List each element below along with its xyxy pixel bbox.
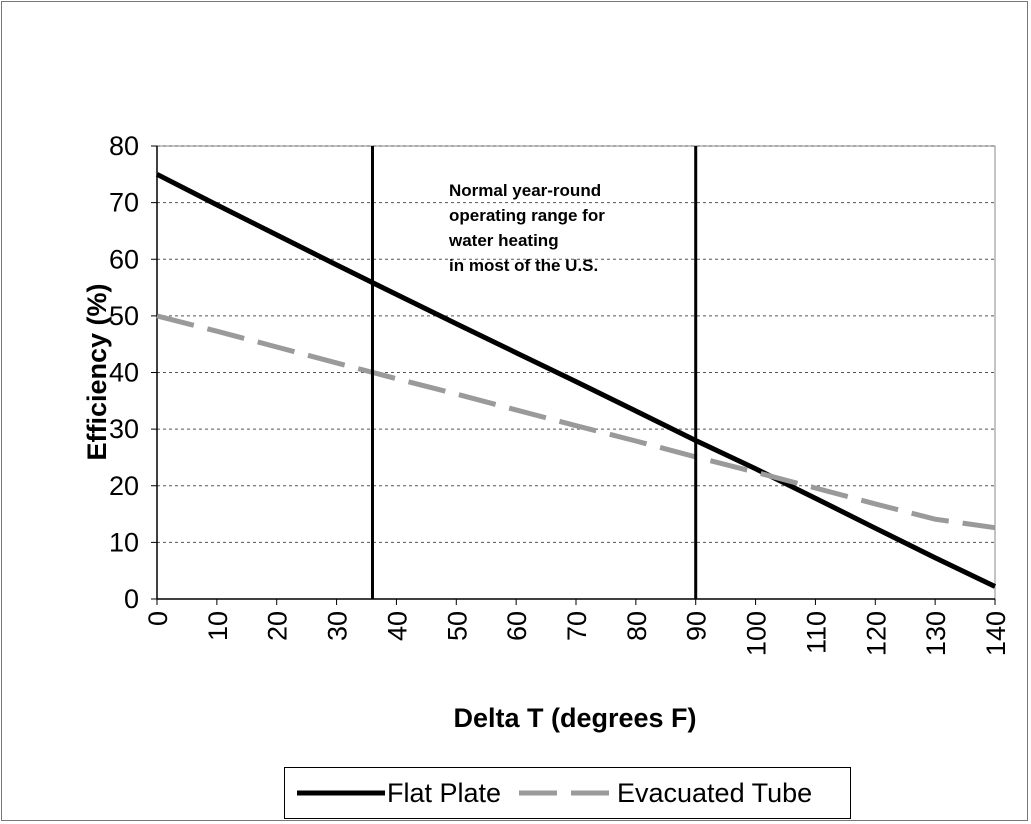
legend: Flat Plate Evacuated Tube: [284, 767, 851, 819]
x-tick-label: 50: [442, 611, 472, 641]
annotation-line: operating range for: [449, 206, 605, 225]
x-tick-label: 0: [143, 611, 173, 626]
x-axis-ticks: 0 10 20 30 40 50 60 70 80 90 100 110 120 130 140: [143, 599, 1011, 656]
y-tick-label: 60: [109, 244, 139, 274]
y-tick-label: 80: [109, 131, 139, 161]
annotation-line: Normal year-round: [449, 181, 601, 200]
legend-item-flat-plate: Flat Plate: [295, 768, 501, 818]
x-axis-title: Delta T (degrees F): [453, 703, 696, 733]
x-tick-label: 110: [801, 611, 831, 654]
legend-item-evacuated-tube: Evacuated Tube: [517, 768, 812, 818]
y-tick-label: 10: [109, 527, 139, 557]
x-tick-label: 40: [382, 611, 412, 641]
y-tick-label: 0: [124, 584, 139, 614]
annotation-line: in most of the U.S.: [449, 256, 598, 275]
x-tick-label: 100: [742, 611, 772, 656]
y-tick-label: 20: [109, 471, 139, 501]
series-line-evacuated-tube: [156, 313, 996, 531]
range-markers: [370, 146, 698, 599]
legend-label-flat-plate: Flat Plate: [387, 777, 502, 808]
x-tick-label: 140: [981, 611, 1011, 656]
x-tick-label: 70: [562, 611, 592, 641]
x-tick-label: 80: [622, 611, 652, 641]
x-tick-label: 20: [263, 611, 293, 641]
line-chart: 0 10 20 30 40 50 60 70 80 0 10 20 30 40 50 60 70 80 90 100…: [82, 131, 1011, 733]
y-axis-title: Efficiency (%): [82, 283, 112, 460]
x-tick-label: 30: [323, 611, 353, 641]
y-axis-ticks: 0 10 20 30 40 50 60 70 80: [109, 131, 157, 614]
y-tick-label: 40: [109, 358, 139, 388]
x-tick-label: 120: [861, 611, 891, 656]
operating-range-annotation: Normal year-round operating range for wat…: [448, 181, 605, 275]
legend-swatch-flat-plate: [297, 790, 385, 796]
x-tick-label: 90: [682, 611, 712, 641]
series-lines: [155, 172, 997, 589]
y-tick-label: 30: [109, 414, 139, 444]
x-tick-label: 60: [502, 611, 532, 641]
legend-swatch-evacuated-tube: [519, 790, 613, 796]
y-tick-label: 70: [109, 188, 139, 218]
y-tick-label: 50: [109, 301, 139, 331]
series-line-flat-plate: [155, 172, 997, 589]
x-tick-label: 130: [921, 611, 951, 656]
x-tick-label: 10: [203, 611, 233, 641]
legend-label-evacuated-tube: Evacuated Tube: [617, 777, 813, 808]
annotation-line: water heating: [448, 231, 559, 250]
